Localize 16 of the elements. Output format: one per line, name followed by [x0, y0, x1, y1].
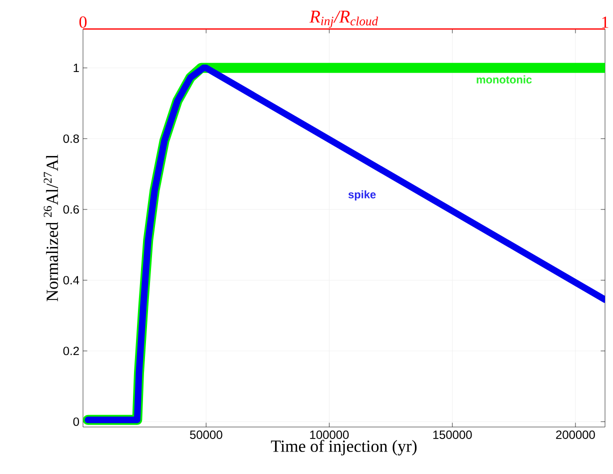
y-tick-label: 0.2	[63, 346, 79, 356]
y-axis-title: Normalized $^{26}$Al/$^{27}$Al	[44, 154, 58, 302]
x2-tick-label: 1	[602, 16, 608, 28]
y-tick-label: 1	[74, 64, 79, 72]
x-tick-label: 50000	[190, 430, 222, 439]
x2-axis-title: R$_{inj}$/R$_{cloud}$	[309, 10, 378, 28]
x-axis-title: Time of injection (yr)	[271, 440, 417, 456]
series-label: spike	[348, 190, 376, 201]
y-tick-label: 0.8	[63, 134, 79, 143]
x-tick-label: 200000	[556, 430, 595, 439]
y-tick-label: 0.4	[63, 276, 80, 284]
series-label: monotonic	[476, 75, 532, 84]
x-tick-label: 100000	[310, 430, 349, 439]
x-tick-label: 150000	[433, 430, 472, 439]
y-tick-label: 0.6	[63, 205, 79, 214]
y-tick-label: 0	[73, 417, 80, 426]
